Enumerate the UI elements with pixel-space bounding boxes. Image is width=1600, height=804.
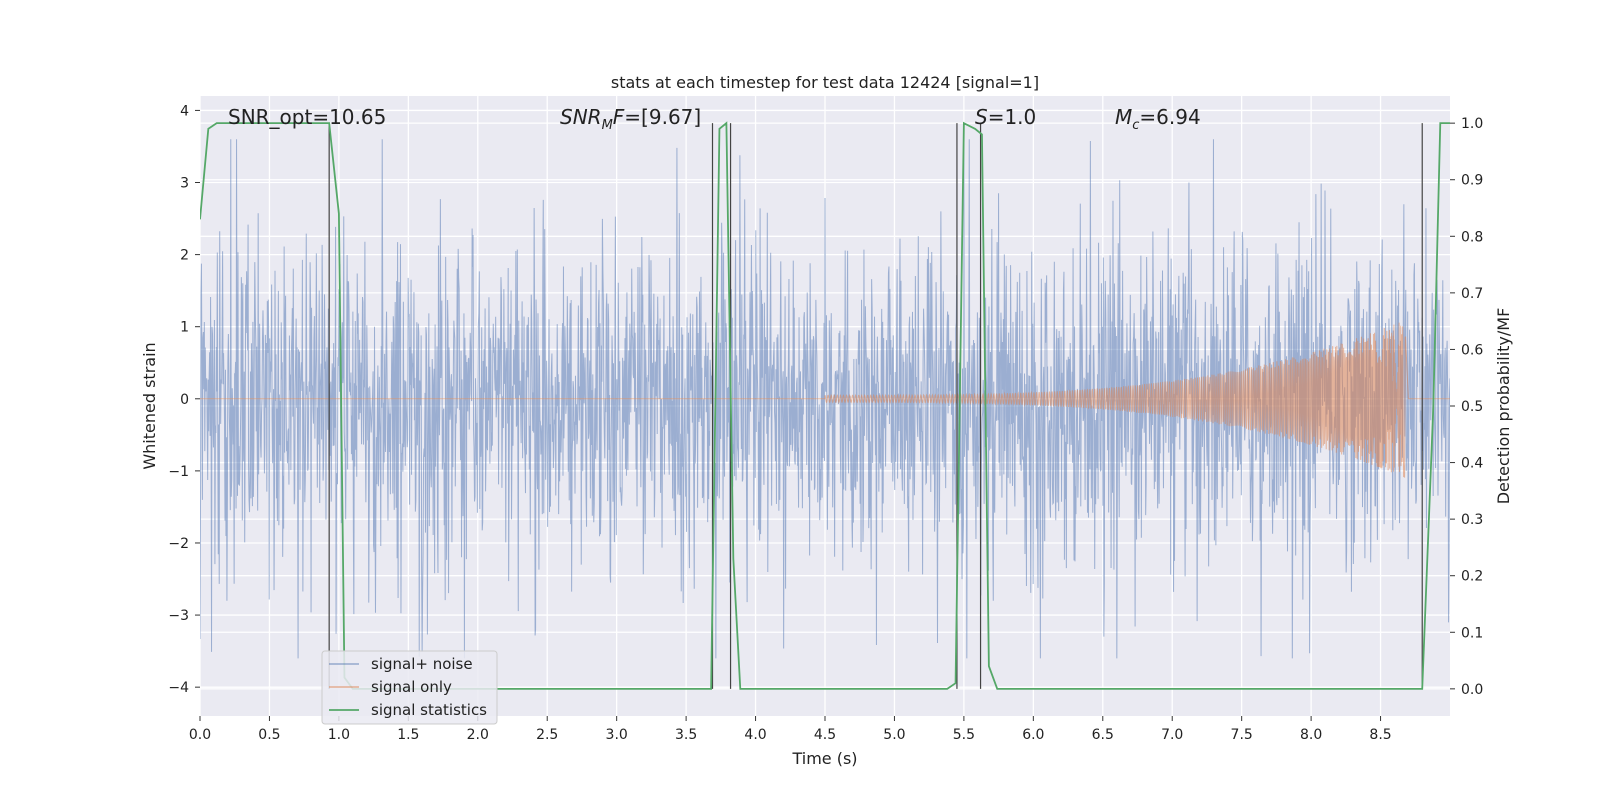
chart-title: stats at each timestep for test data 124… xyxy=(611,73,1039,92)
x-tick-label-4: 2.0 xyxy=(467,727,489,743)
y-right-tick-label-2: 0.2 xyxy=(1461,569,1483,585)
y-right-tick-label-7: 0.7 xyxy=(1461,286,1483,302)
y-tick-label-8: 4 xyxy=(180,103,189,119)
y-right-tick-label-6: 0.6 xyxy=(1461,342,1483,358)
y-right-tick-label-10: 1.0 xyxy=(1461,116,1483,132)
y-tick-label-7: 3 xyxy=(180,176,189,192)
y-axis-right-label: Detection probability/MF xyxy=(1494,308,1513,505)
x-tick-label-16: 8.0 xyxy=(1300,727,1322,743)
legend-label-signal-statistics: signal statistics xyxy=(371,701,487,719)
x-tick-label-15: 7.5 xyxy=(1231,727,1253,743)
axis-layer: 0.0 0.5 1.0 1.5 2.0 2.5 3.0 3.5 4.0 4.5 5.0 5.5 6.0 6… xyxy=(168,103,1483,743)
legend: signal+ noise signal only signal statist… xyxy=(321,650,498,725)
x-tick-label-5: 2.5 xyxy=(536,727,558,743)
annotation-1: SNRMF=[9.67] xyxy=(560,105,701,133)
y-tick-label-1: −3 xyxy=(168,608,189,624)
signal-noise-series xyxy=(200,139,1450,659)
x-tick-label-6: 3.0 xyxy=(606,727,628,743)
y-right-tick-label-8: 0.8 xyxy=(1461,229,1483,245)
y-axis-label: Whitened strain xyxy=(140,342,159,469)
x-tick-label-1: 0.5 xyxy=(258,727,280,743)
y-tick-label-6: 2 xyxy=(180,248,189,264)
y-tick-label-4: 0 xyxy=(180,392,189,408)
y-right-tick-label-9: 0.9 xyxy=(1461,173,1483,189)
x-tick-label-8: 4.0 xyxy=(744,727,766,743)
signal-statistics-series xyxy=(200,121,1450,690)
y-tick-label-2: −2 xyxy=(168,536,189,552)
x-tick-label-2: 1.0 xyxy=(328,727,350,743)
y-right-tick-label-5: 0.5 xyxy=(1461,399,1483,415)
signal-only-line xyxy=(200,322,1450,478)
annotation-2: S=1.0 xyxy=(975,105,1036,129)
y-right-tick-label-1: 0.1 xyxy=(1461,625,1483,641)
x-tick-label-10: 5.0 xyxy=(883,727,905,743)
y-tick-label-0: −4 xyxy=(168,680,189,696)
legend-label-signal-only: signal only xyxy=(371,678,452,696)
x-tick-label-9: 4.5 xyxy=(814,727,836,743)
signal-statistics-line xyxy=(200,121,1450,690)
annotation-3: Mc=6.94 xyxy=(1115,105,1201,133)
x-tick-label-7: 3.5 xyxy=(675,727,697,743)
y-tick-label-5: 1 xyxy=(180,320,189,336)
x-tick-label-11: 5.5 xyxy=(953,727,975,743)
x-tick-label-17: 8.5 xyxy=(1369,727,1391,743)
y-tick-label-3: −1 xyxy=(168,464,189,480)
x-axis-label: Time (s) xyxy=(791,749,857,768)
signal-only-series xyxy=(200,322,1450,478)
x-tick-label-0: 0.0 xyxy=(189,727,211,743)
x-tick-label-13: 6.5 xyxy=(1092,727,1114,743)
annotation-layer: SNR_opt=10.65 SNRMF=[9.67] S=1.0 Mc=6.94 xyxy=(228,105,1201,133)
legend-label-signal-noise: signal+ noise xyxy=(371,655,473,673)
annotation-0: SNR_opt=10.65 xyxy=(228,105,386,129)
y-right-tick-label-3: 0.3 xyxy=(1461,512,1483,528)
legend-box xyxy=(321,650,498,725)
y-right-tick-label-4: 0.4 xyxy=(1461,456,1483,472)
y-right-tick-label-0: 0.0 xyxy=(1461,682,1483,698)
x-tick-label-3: 1.5 xyxy=(397,727,419,743)
x-tick-label-12: 6.0 xyxy=(1022,727,1044,743)
x-tick-label-14: 7.0 xyxy=(1161,727,1183,743)
signal-noise-line xyxy=(200,139,1450,659)
